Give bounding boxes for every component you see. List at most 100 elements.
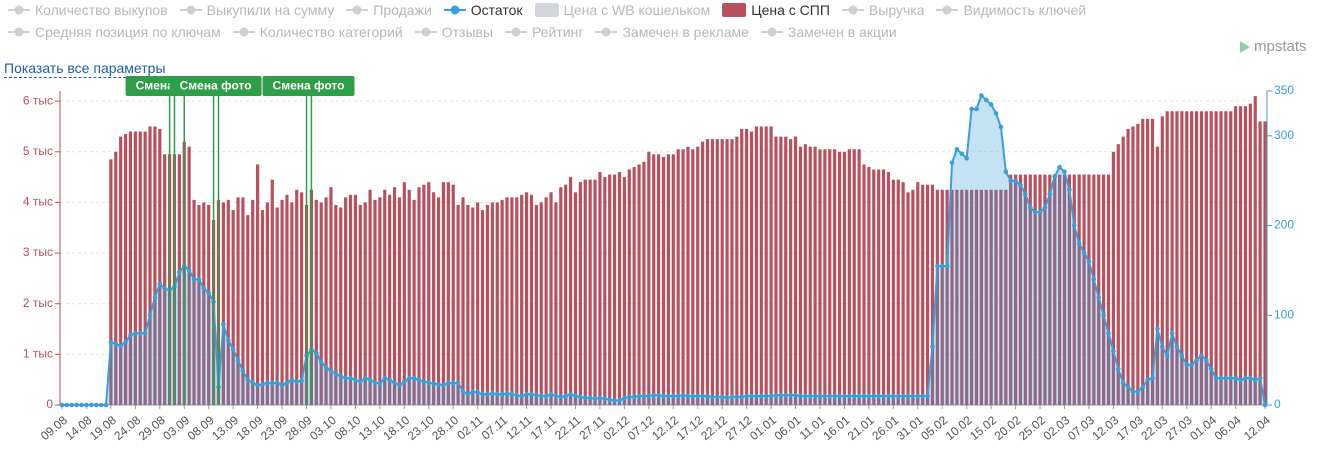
price-bar: [280, 199, 284, 405]
price-bar: [402, 182, 406, 405]
price-bar: [1258, 121, 1262, 406]
price-bar: [1077, 174, 1081, 405]
stock-point: [421, 379, 427, 384]
legend-item[interactable]: Количество категорий: [232, 23, 403, 41]
legend-item[interactable]: Выкупили на сумму: [179, 1, 334, 19]
price-bar: [1234, 106, 1238, 406]
stock-point: [519, 393, 524, 399]
price-bar: [901, 182, 905, 405]
stock-point: [661, 393, 666, 399]
stock-point: [157, 281, 163, 287]
price-bar: [974, 189, 979, 405]
price-bar: [1209, 111, 1213, 406]
price-bar: [857, 149, 861, 405]
stock-point: [392, 380, 397, 385]
stock-point: [1145, 377, 1150, 383]
price-bar: [1067, 174, 1071, 405]
stock-point: [455, 380, 461, 385]
price-bar: [177, 154, 181, 405]
legend-item[interactable]: Количество выкупов: [8, 1, 168, 19]
price-bar: [1150, 118, 1155, 406]
legend-item[interactable]: Средняя позиция по ключам: [8, 23, 221, 41]
price-bar: [823, 149, 827, 405]
price-bar: [1224, 111, 1228, 406]
x-tick-label: 22.12: [698, 413, 730, 443]
price-bar: [1033, 174, 1037, 405]
x-tick-label: 15.02: [967, 413, 999, 443]
stock-point: [294, 379, 300, 384]
price-bar: [1263, 121, 1267, 406]
price-bar: [441, 182, 446, 405]
price-bar: [715, 139, 719, 405]
x-tick-label: 02.11: [454, 413, 486, 443]
legend-dot: [14, 5, 24, 15]
x-tick-label: 29.08: [136, 413, 168, 443]
legend-item[interactable]: Цена с СПП: [722, 1, 830, 19]
legend-icon: [232, 27, 255, 37]
legend-item[interactable]: Продажи: [346, 1, 432, 19]
legend-label: Средняя позиция по ключам: [35, 24, 221, 40]
stock-point: [470, 389, 476, 394]
stock-point: [514, 392, 520, 398]
stock-point: [59, 402, 65, 408]
price-bar: [251, 199, 255, 405]
x-tick-label: 05.02: [918, 413, 950, 443]
price-bar: [295, 189, 299, 405]
legend-item[interactable]: Цена с WB кошельком: [534, 1, 710, 19]
stock-point: [480, 391, 485, 397]
price-bar: [539, 202, 543, 405]
price-bar: [818, 149, 822, 405]
legend-item[interactable]: Отзывы: [414, 23, 493, 41]
legend-icon: [179, 5, 202, 15]
stock-point: [568, 391, 573, 397]
legend-item[interactable]: Замечен в акции: [760, 23, 897, 41]
legend-item[interactable]: Выручка: [841, 1, 924, 19]
price-bar: [119, 136, 123, 406]
stock-point: [206, 290, 212, 296]
x-tick-label: 28.10: [429, 413, 461, 443]
legend-dot: [239, 27, 249, 37]
legend-item[interactable]: Замечен в рекламе: [595, 23, 749, 41]
price-bar: [774, 136, 778, 406]
legend-item[interactable]: Рейтинг: [505, 23, 583, 41]
legend-dot: [421, 27, 431, 37]
stock-point: [1140, 384, 1146, 390]
legend-label: Остаток: [470, 2, 523, 18]
legend-item[interactable]: Видимость ключей: [936, 1, 1086, 19]
stock-point: [680, 392, 686, 398]
x-tick-label: 25.02: [1016, 413, 1048, 443]
stock-point: [744, 393, 749, 399]
y-tick-label: 2 тыс: [23, 296, 53, 310]
price-bar: [833, 149, 837, 405]
stock-point: [387, 377, 392, 383]
stock-point: [1164, 353, 1170, 358]
price-bar: [275, 207, 279, 405]
stock-point: [377, 381, 383, 386]
price-bar: [163, 154, 167, 405]
stock-point: [1204, 357, 1209, 363]
x-tick-label: 17.12: [674, 413, 706, 443]
stock-point: [1228, 375, 1234, 381]
stock-point: [729, 394, 735, 400]
price-bar: [872, 169, 876, 405]
stock-point: [1233, 375, 1238, 381]
price-bar: [1023, 174, 1027, 405]
x-tick-label: 26.01: [869, 413, 901, 443]
price-bar: [1204, 111, 1208, 406]
legend-label: Цена с СПП: [751, 2, 830, 18]
stock-point: [348, 375, 353, 381]
price-bar: [324, 197, 328, 405]
price-bar: [740, 128, 744, 405]
show-all-link[interactable]: Показать все параметры: [4, 60, 166, 78]
price-bar: [383, 189, 387, 405]
price-bar: [725, 139, 729, 405]
stock-point: [240, 368, 246, 374]
legend-label: Видимость ключей: [963, 2, 1087, 18]
legend-dot: [352, 5, 362, 15]
x-tick-label: 14.08: [62, 413, 94, 443]
stock-point: [260, 382, 265, 387]
stock-point: [313, 350, 319, 356]
legend-item[interactable]: Остаток: [443, 1, 523, 19]
price-bar: [339, 207, 343, 405]
price-bar: [1253, 96, 1257, 405]
